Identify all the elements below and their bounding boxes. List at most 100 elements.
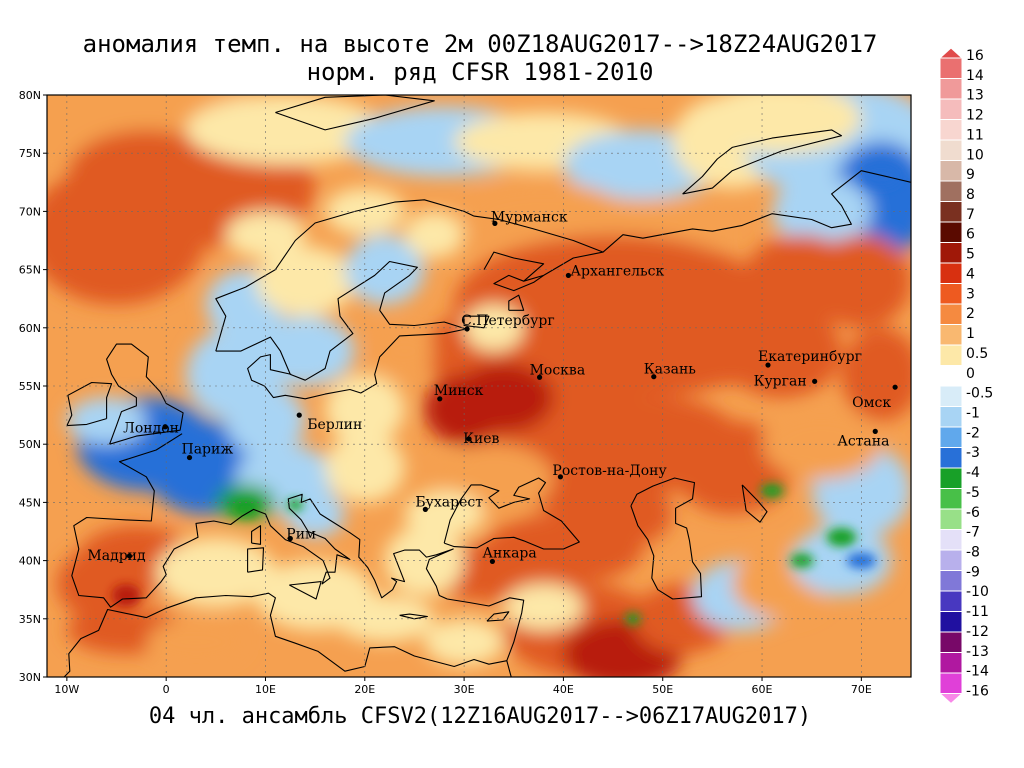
city-label: Киев — [463, 431, 499, 447]
anomaly-region — [543, 327, 743, 398]
city-label: Бухарест — [415, 494, 483, 510]
lon-label: 70E — [851, 683, 872, 696]
city-marker — [492, 220, 498, 226]
legend-label: 7 — [966, 207, 975, 223]
city-marker — [765, 362, 771, 368]
legend-label: -10 — [966, 584, 989, 600]
legend-swatch — [939, 303, 963, 325]
anomaly-region — [624, 612, 641, 625]
city-marker — [466, 436, 472, 442]
legend-label: -7 — [966, 525, 980, 541]
anomaly-region — [374, 327, 435, 375]
legend-label: -5 — [966, 485, 980, 501]
legend-swatch — [939, 529, 963, 551]
legend-swatch — [939, 508, 963, 530]
legend-label: 0.5 — [966, 346, 988, 362]
anomaly-region — [454, 362, 554, 433]
legend-swatch — [939, 426, 963, 448]
anomaly-region — [404, 490, 484, 538]
anomaly-region — [791, 525, 892, 596]
legend-swatch — [939, 160, 963, 182]
legend-swatch — [939, 119, 963, 141]
legend-swatch — [939, 57, 963, 79]
legend-swatch — [939, 590, 963, 612]
legend-label: -4 — [966, 465, 980, 481]
legend-swatch — [939, 672, 963, 694]
city-marker — [287, 535, 293, 542]
legend-swatch — [939, 283, 963, 305]
legend-label: -9 — [966, 564, 980, 580]
city-label: С.Петербург — [461, 313, 555, 329]
coastline — [682, 129, 843, 195]
legend-label: -16 — [966, 684, 989, 700]
city-label: Казань — [644, 362, 696, 378]
legend-label: 3 — [966, 286, 975, 302]
legend-swatch — [939, 242, 963, 264]
legend-label: 6 — [966, 227, 975, 243]
coastline — [247, 547, 265, 573]
legend-swatch — [939, 631, 963, 653]
anomaly-region — [760, 483, 784, 498]
lat-label: 75N — [19, 147, 41, 160]
city-marker — [464, 326, 470, 332]
legend-label: -14 — [966, 664, 989, 680]
coastline — [463, 315, 490, 329]
city-label: Мурманск — [491, 209, 568, 225]
lat-label: 40N — [19, 555, 41, 568]
lon-label: 30E — [454, 683, 475, 696]
city-label: Минск — [434, 383, 484, 399]
coastline — [506, 660, 512, 677]
city-label: Лондон — [123, 421, 179, 437]
legend-swatch — [939, 221, 963, 243]
lat-label: 55N — [19, 380, 41, 393]
legend-swatch — [939, 324, 963, 346]
coastline — [251, 525, 262, 545]
legend-label: -2 — [966, 425, 980, 441]
city-marker — [536, 374, 543, 380]
legend-label: -11 — [966, 604, 989, 620]
legend-label: 8 — [966, 187, 975, 203]
legend-label: 2 — [966, 306, 975, 322]
lat-label: 30N — [19, 671, 41, 684]
lat-label: 50N — [19, 438, 41, 451]
legend-label: 13 — [966, 88, 984, 104]
legend-swatch — [939, 98, 963, 120]
legend-swatch — [939, 78, 963, 100]
city-marker — [651, 374, 657, 380]
map-title-line2: норм. ряд CFSR 1981-2010 — [306, 58, 654, 86]
coastline — [602, 170, 911, 253]
lat-label: 35N — [19, 613, 41, 626]
anomaly-region — [146, 618, 246, 666]
coastline — [508, 294, 525, 311]
anomaly-region — [186, 95, 385, 165]
lon-label: 50E — [652, 683, 673, 696]
legend-swatch — [939, 139, 963, 161]
coastline — [215, 199, 475, 352]
lat-label: 70N — [19, 205, 41, 218]
city-marker — [489, 558, 496, 565]
coastline — [399, 613, 428, 620]
anomaly-region — [156, 537, 276, 608]
legend-swatch — [939, 447, 963, 469]
legend-label: -13 — [966, 644, 989, 660]
legend-label: 0 — [966, 366, 975, 382]
legend-label: 5 — [966, 247, 975, 263]
coastline — [71, 433, 525, 661]
coastline — [66, 381, 113, 427]
city-label: Анкара — [482, 545, 536, 561]
city-label: Берлин — [307, 417, 362, 433]
city-marker — [557, 474, 564, 480]
city-marker — [892, 384, 898, 390]
coastline — [215, 260, 467, 400]
coastline — [289, 581, 322, 600]
legend-label: 12 — [966, 108, 984, 124]
city-marker — [126, 553, 133, 559]
city-marker — [296, 412, 302, 418]
city-label: Астана — [837, 433, 889, 449]
coastline — [473, 215, 604, 282]
legend-swatch — [939, 652, 963, 674]
lat-label: 65N — [19, 264, 41, 277]
city-label: Курган — [754, 373, 807, 389]
legend-label: -8 — [966, 544, 980, 560]
